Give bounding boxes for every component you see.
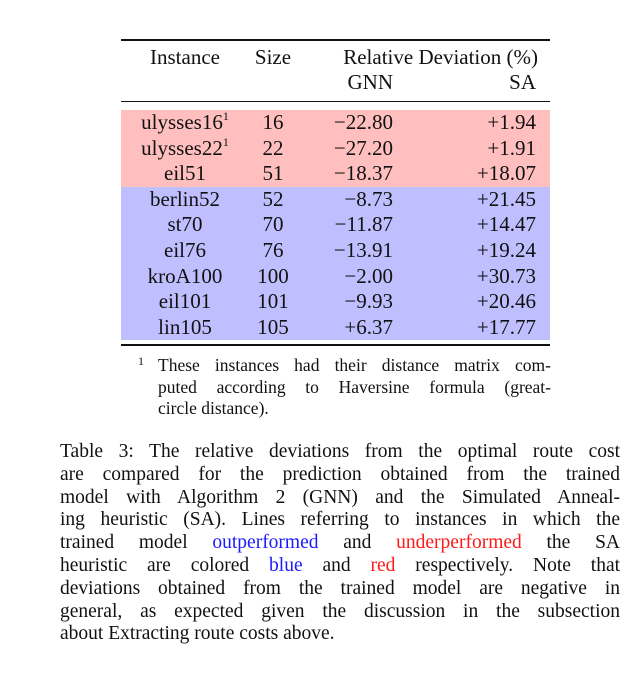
cell-instance: kroA100 xyxy=(121,264,249,289)
caption-line: model with Algorithm 2 (GNN) and the Sim… xyxy=(60,487,620,510)
cell-size: 76 xyxy=(262,238,284,262)
cell-sa: +20.46 xyxy=(476,289,536,314)
caption-text: and xyxy=(318,532,397,554)
table-row xyxy=(121,110,550,136)
instance-name: eil76 xyxy=(164,238,206,262)
table-row xyxy=(121,263,550,290)
caption-line: deviations obtained from the trained mod… xyxy=(60,578,620,601)
caption-colored-word: red xyxy=(370,554,396,576)
table-row xyxy=(121,212,550,238)
cell-sa: +30.73 xyxy=(476,263,536,288)
cell-gnn: −27.20 xyxy=(333,135,393,160)
header-sa: SA xyxy=(509,70,536,94)
table-row xyxy=(121,314,550,341)
cell-size: 101 xyxy=(257,289,289,314)
caption-line: about Extracting route costs above. xyxy=(60,623,620,646)
table-caption: Table 3: The relative deviations from th… xyxy=(60,441,620,646)
footnote-ref: 1 xyxy=(222,109,229,123)
cell-sa: +1.91 xyxy=(487,135,536,160)
cell-gnn: −13.91 xyxy=(333,238,393,262)
cell-sa: +18.07 xyxy=(476,161,536,186)
header-relative-deviation: Relative Deviation (%) xyxy=(343,45,538,69)
caption-text: general, as expected given the discussio… xyxy=(60,600,620,622)
caption-text: and xyxy=(302,554,371,576)
caption-text: respectively. Note that xyxy=(395,554,621,576)
instance-name: berlin52 xyxy=(150,186,220,211)
cell-sa: +21.45 xyxy=(476,186,536,211)
cell-instance: lin105 xyxy=(121,315,249,340)
caption-text: about Extracting route costs above. xyxy=(60,623,335,645)
table-row xyxy=(121,289,550,315)
bottom-rule xyxy=(121,344,550,346)
cell-instance: eil76 xyxy=(121,238,249,263)
table-row xyxy=(121,238,550,264)
cell-instance: berlin52 xyxy=(121,187,249,212)
caption-line: are compared for the prediction obtained… xyxy=(60,464,620,487)
footnote-line: puted according to Haversine formula (gr… xyxy=(158,376,551,397)
table-row xyxy=(121,135,550,162)
table-row xyxy=(121,186,550,213)
footnote-line: circle distance). xyxy=(158,398,269,418)
instance-name: st70 xyxy=(167,212,203,237)
cell-size: 100 xyxy=(257,263,289,288)
cell-sa: +14.47 xyxy=(476,212,536,237)
footnote-line: These instances had their distance matri… xyxy=(158,355,551,375)
cell-instance: ulysses161 xyxy=(121,110,249,135)
caption-line: ing heuristic (SA). Lines referring to i… xyxy=(60,509,620,532)
cell-gnn: −18.37 xyxy=(333,161,393,186)
cell-sa: +1.94 xyxy=(487,110,536,134)
cell-gnn: −9.93 xyxy=(344,289,393,314)
caption-text: the SA xyxy=(521,532,621,554)
header-size: Size xyxy=(254,45,292,69)
header-gnn: GNN xyxy=(347,70,394,94)
instance-name: eil101 xyxy=(158,289,212,314)
cell-size: 105 xyxy=(257,314,289,339)
caption-colored-word: blue xyxy=(269,554,303,576)
caption-text: heuristic are colored xyxy=(60,554,270,576)
instance-name: ulysses22 xyxy=(141,135,223,160)
instance-name: eil51 xyxy=(164,161,206,186)
cell-gnn: −2.00 xyxy=(344,263,393,288)
cell-gnn: −11.87 xyxy=(334,212,393,237)
cell-instance: ulysses221 xyxy=(121,136,249,161)
cell-gnn: −22.80 xyxy=(333,110,393,134)
cell-size: 22 xyxy=(262,135,284,160)
instance-name: lin105 xyxy=(158,314,212,339)
cell-sa: +17.77 xyxy=(476,314,536,339)
cell-size: 16 xyxy=(262,110,284,134)
table-footnote: 1 These instances had their distance mat… xyxy=(138,354,551,420)
cell-sa: +19.24 xyxy=(476,238,536,262)
header-rule xyxy=(121,101,550,103)
caption-text: Table 3: The relative deviations from th… xyxy=(60,441,620,462)
table-row xyxy=(121,161,550,187)
caption-line: general, as expected given the discussio… xyxy=(60,601,620,624)
cell-instance: eil101 xyxy=(121,289,249,314)
instance-name: kroA100 xyxy=(147,263,223,288)
instance-name: ulysses16 xyxy=(141,110,223,134)
cell-size: 70 xyxy=(262,212,284,237)
caption-colored-word: outperformed xyxy=(212,532,319,554)
caption-text: trained model xyxy=(60,532,213,554)
cell-size: 52 xyxy=(262,186,284,211)
footnote-mark: 1 xyxy=(138,354,144,368)
cell-instance: st70 xyxy=(121,212,249,237)
caption-line: Table 3: The relative deviations from th… xyxy=(60,441,620,464)
caption-text: deviations obtained from the trained mod… xyxy=(60,577,620,599)
caption-text: are compared for the prediction obtained… xyxy=(60,463,620,485)
cell-size: 51 xyxy=(262,161,284,186)
cell-instance: eil51 xyxy=(121,161,249,186)
top-rule xyxy=(121,39,550,41)
footnote-ref: 1 xyxy=(222,134,229,149)
caption-line: heuristic are colored blue and red respe… xyxy=(60,555,620,578)
caption-text: model with Algorithm 2 (GNN) and the Sim… xyxy=(60,486,620,508)
cell-gnn: +6.37 xyxy=(344,314,393,339)
caption-colored-word: underperformed xyxy=(396,532,522,554)
caption-text: ing heuristic (SA). Lines referring to i… xyxy=(60,509,620,531)
header-instance: Instance xyxy=(150,45,220,69)
caption-line: trained model outperformed and underperf… xyxy=(60,532,620,555)
cell-gnn: −8.73 xyxy=(344,186,393,211)
